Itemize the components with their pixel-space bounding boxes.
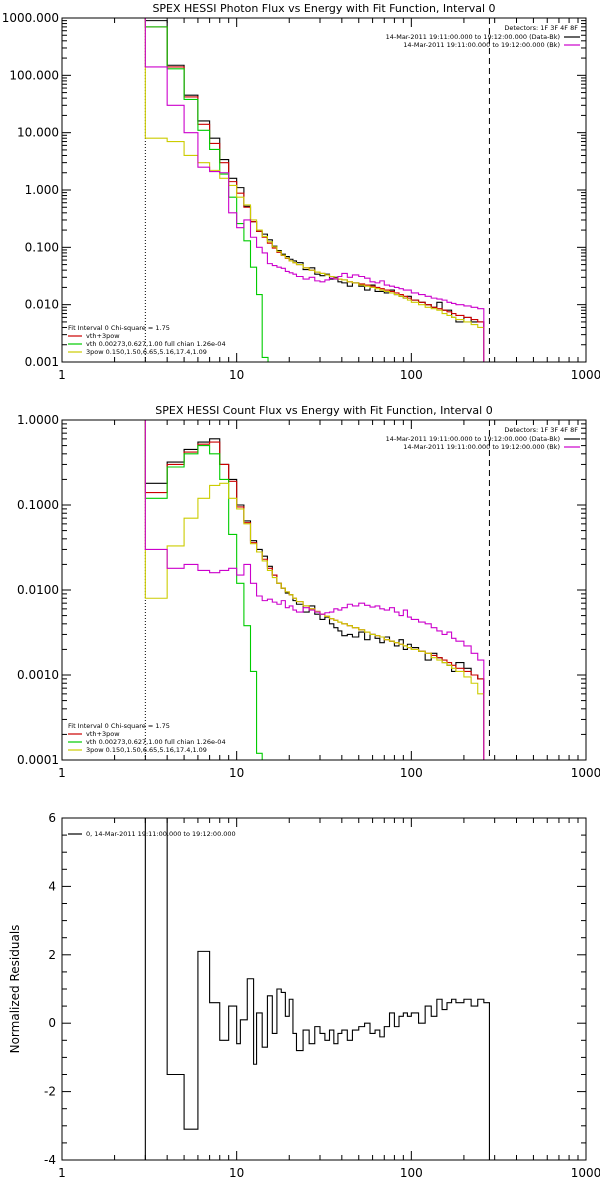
y-tick-label: 10.000 [17, 126, 59, 140]
y-axis-label: Normalized Residuals [8, 925, 22, 1054]
fit-legend-label: vth 0.00273,0.627,1.00 full chian 1.26e-… [86, 738, 226, 746]
x-tick-label: 1000 [571, 766, 600, 780]
legend-entry-label: 14-Mar-2011 19:11:00.000 to 19:12:00.000… [403, 41, 560, 49]
x-tick-label: 1000 [571, 368, 600, 382]
photon-flux-panel: SPEX HESSI Photon Flux vs Energy with Fi… [2, 2, 600, 382]
x-tick-label: 10 [229, 368, 244, 382]
chart-title: SPEX HESSI Count Flux vs Energy with Fit… [155, 404, 492, 417]
x-tick-label: 10 [229, 1166, 244, 1180]
legend-header: Detectors: 1F 3F 4F 8F [504, 24, 578, 32]
series-0-line [144, 818, 490, 1160]
legend-entry-label: 14-Mar-2011 19:11:00.000 to 19:12:00.000… [403, 443, 560, 451]
series-group [144, 18, 485, 362]
y-tick-label: 100.000 [9, 68, 59, 82]
y-tick-label: -2 [44, 1085, 56, 1099]
x-tick-label: 100 [400, 368, 423, 382]
legend-header: Detectors: 1F 3F 4F 8F [504, 426, 578, 434]
y-tick-label: 0.0100 [17, 583, 59, 597]
series-4-line [144, 18, 485, 362]
series-1-line [144, 18, 485, 362]
chart-title: SPEX HESSI Photon Flux vs Energy with Fi… [152, 2, 495, 15]
plot-frame [61, 817, 587, 1161]
y-tick-label: 0 [48, 1016, 56, 1030]
y-tick-label: 0.010 [25, 298, 59, 312]
y-tick-label: 0.001 [25, 355, 59, 369]
y-tick-label: 1000.000 [2, 11, 59, 25]
series-0-line [144, 420, 485, 760]
series-group [144, 420, 485, 760]
residuals-panel: Normalized Residuals 1 10 100 1000 -4 -2 0 2 4 6 0,… [8, 811, 600, 1180]
fit-legend-label: 3pow 0.150,1.50,6.65,5.16,17.4,1.09 [86, 746, 207, 754]
x-tick-label: 10 [229, 766, 244, 780]
fit-legend-label: vth 0.00273,0.627,1.00 full chian 1.26e-… [86, 340, 226, 348]
y-tick-label: 4 [48, 879, 56, 893]
x-tick-label: 1 [58, 766, 66, 780]
series-1-line [144, 420, 485, 760]
y-tick-label: -4 [44, 1153, 56, 1167]
y-tick-label: 0.1000 [17, 498, 59, 512]
x-tick-label: 1 [58, 368, 66, 382]
x-tick-label: 100 [400, 1166, 423, 1180]
fit-legend-label: vth+3pow [86, 730, 120, 738]
y-tick-label: 1.000 [25, 183, 59, 197]
legend-entry-label: 0, 14-Mar-2011 19:11:00.000 to 19:12:00.… [86, 830, 236, 838]
series-2-line [144, 420, 269, 760]
plot-frame [61, 419, 587, 761]
y-tick-label: 0.100 [25, 240, 59, 254]
series-0-line [144, 18, 485, 362]
series-3-line [144, 18, 485, 362]
y-tick-label: 6 [48, 811, 56, 825]
fit-legend-label: vth+3pow [86, 332, 120, 340]
y-tick-label: 0.0010 [17, 668, 59, 682]
fit-legend-label: 3pow 0.150,1.50,6.65,5.16,17.4,1.09 [86, 348, 207, 356]
legend-entry-label: 14-Mar-2011 19:11:00.000 to 19:12:00.000… [386, 435, 560, 443]
x-tick-label: 100 [400, 766, 423, 780]
x-tick-label: 1 [58, 1166, 66, 1180]
x-tick-label: 1000 [571, 1166, 600, 1180]
plot-frame [61, 17, 587, 363]
fit-legend-header: Fit Interval 0 Chi-square = 1.75 [68, 324, 170, 332]
series-2-line [144, 18, 269, 362]
series-4-line [144, 420, 485, 760]
y-tick-label: 2 [48, 948, 56, 962]
y-tick-label: 1.0000 [17, 413, 59, 427]
series-group [144, 818, 490, 1160]
series-3-line [144, 420, 485, 760]
fit-legend-header: Fit Interval 0 Chi-square = 1.75 [68, 722, 170, 730]
legend-entry-label: 14-Mar-2011 19:11:00.000 to 19:12:00.000… [386, 33, 560, 41]
y-tick-label: 0.0001 [17, 753, 59, 767]
count-flux-panel: SPEX HESSI Count Flux vs Energy with Fit… [17, 404, 600, 780]
